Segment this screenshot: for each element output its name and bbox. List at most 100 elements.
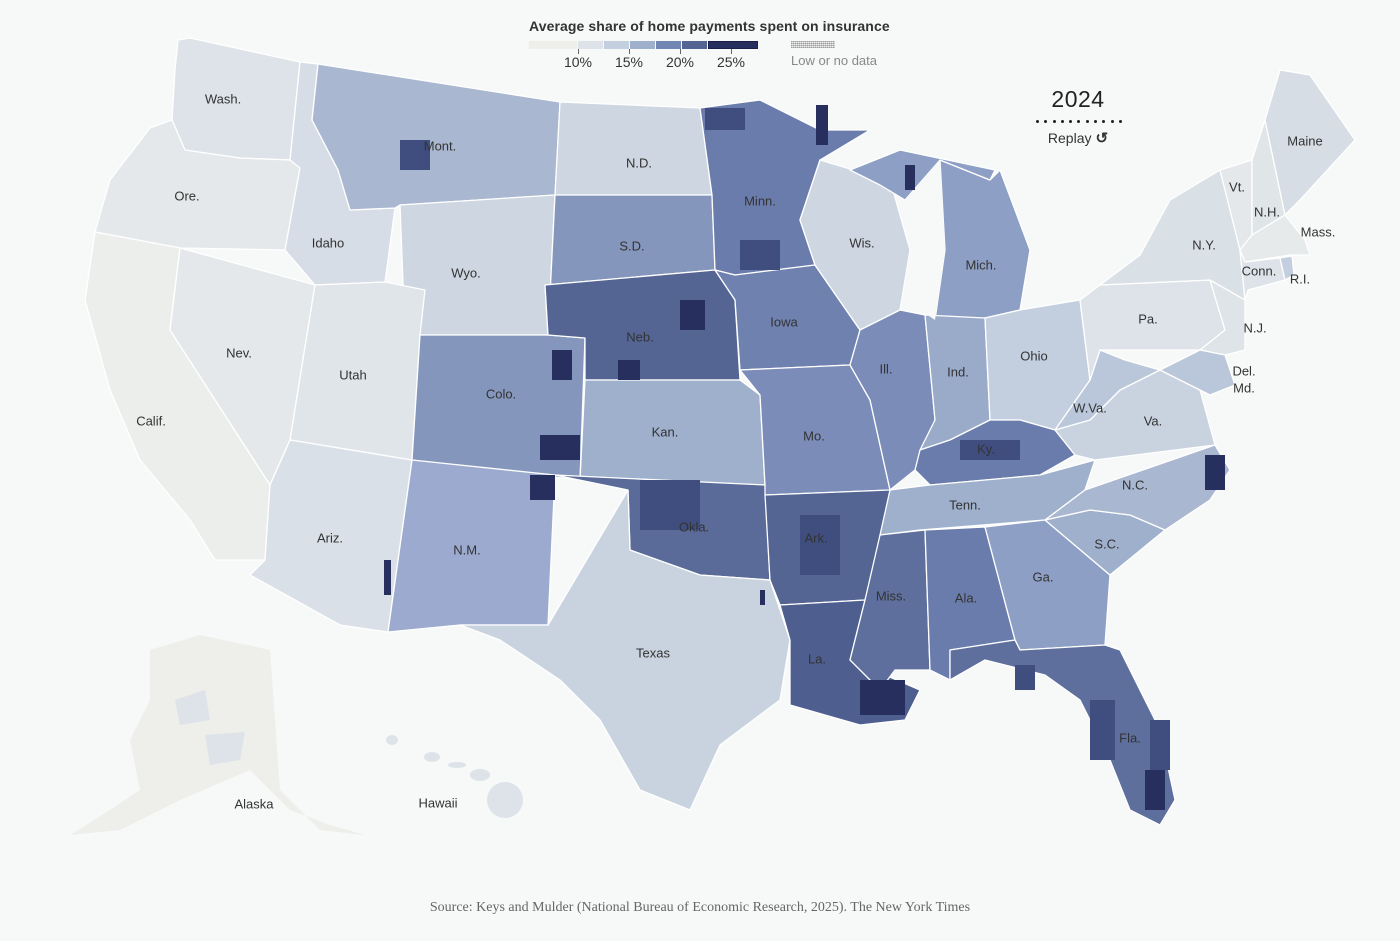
timeline-dot[interactable] xyxy=(1118,120,1122,123)
legend-tick-label: 15% xyxy=(614,54,644,70)
state-label: Ore. xyxy=(174,188,200,204)
state-wis xyxy=(799,159,911,331)
state-label: Utah xyxy=(339,367,367,383)
state-label: R.I. xyxy=(1289,271,1311,287)
state-label: Idaho xyxy=(311,235,345,251)
state-label: Neb. xyxy=(626,329,654,345)
state-mich xyxy=(934,159,1031,321)
legend-tick xyxy=(680,49,681,54)
state-label: Pa. xyxy=(1138,311,1158,327)
timeline-dot[interactable] xyxy=(1069,120,1073,123)
state-label: N.M. xyxy=(453,542,481,558)
legend-title: Average share of home payments spent on … xyxy=(529,18,890,34)
state-label: Conn. xyxy=(1241,263,1277,279)
state-label: N.C. xyxy=(1122,477,1148,493)
state-label: S.D. xyxy=(619,238,645,254)
state-nc xyxy=(1044,444,1231,531)
alaska-counties xyxy=(175,690,245,765)
state-label: Ala. xyxy=(954,590,978,606)
legend-swatch xyxy=(604,41,629,49)
source-credit: Source: Keys and Mulder (National Bureau… xyxy=(429,900,971,915)
state-label: Maine xyxy=(1287,133,1323,149)
state-label: Ohio xyxy=(1020,348,1048,364)
legend: Average share of home payments spent on … xyxy=(529,18,899,70)
state-label: Minn. xyxy=(744,193,776,209)
timeline-dot[interactable] xyxy=(1036,120,1039,123)
state-label: N.D. xyxy=(626,155,652,171)
timeline-dot[interactable] xyxy=(1044,120,1048,123)
replay-label: Replay xyxy=(1047,130,1092,146)
state-label: Ga. xyxy=(1032,569,1054,585)
state-label: Calif. xyxy=(136,413,166,429)
state-texas xyxy=(459,489,791,811)
timeline-dot[interactable] xyxy=(1085,120,1089,123)
legend-tick xyxy=(731,49,732,54)
state-label: Mass. xyxy=(1300,224,1336,240)
state-ri xyxy=(1279,255,1295,281)
hawaii xyxy=(386,735,523,818)
legend-swatch xyxy=(529,41,577,49)
state-label: Ark. xyxy=(804,530,828,546)
state-label: Ariz. xyxy=(317,530,343,546)
no-data-swatch xyxy=(791,41,835,48)
current-year: 2024 xyxy=(1051,86,1105,112)
state-label: Kan. xyxy=(651,424,679,440)
state-label: Miss. xyxy=(875,588,907,604)
legend-tick-label: 10% xyxy=(563,54,593,70)
state-label: W.Va. xyxy=(1073,400,1107,416)
state-label: Wash. xyxy=(204,91,242,107)
state-fla xyxy=(949,639,1176,826)
replay-button[interactable]: Replay ↺ xyxy=(1048,129,1108,147)
high-share-counties xyxy=(384,105,1225,810)
replay-icon: ↺ xyxy=(1095,130,1109,147)
legend-tick-label: 25% xyxy=(716,54,746,70)
state-label: Vt. xyxy=(1229,179,1245,195)
legend-color-scale xyxy=(529,41,759,49)
state-label: Md. xyxy=(1233,380,1255,396)
legend-tick xyxy=(578,49,579,54)
state-label: Hawaii xyxy=(418,795,458,811)
legend-swatch xyxy=(630,41,655,49)
state-label: Ill. xyxy=(879,361,893,377)
state-label: Okla. xyxy=(678,519,710,535)
state-label: Ind. xyxy=(947,364,969,380)
legend-tick xyxy=(629,49,630,54)
state-label: Va. xyxy=(1143,413,1163,429)
lake-michigan xyxy=(905,160,945,320)
timeline-dot[interactable] xyxy=(1060,120,1064,123)
timeline-dot[interactable] xyxy=(1077,120,1081,123)
state-mich-up xyxy=(849,149,996,201)
timeline-dot[interactable] xyxy=(1094,120,1098,123)
legend-tick-label: 20% xyxy=(665,54,695,70)
state-label: Fla. xyxy=(1119,730,1141,746)
state-label: Alaska xyxy=(234,796,274,812)
no-data-label: Low or no data xyxy=(791,53,878,68)
timeline-dot[interactable] xyxy=(1110,120,1114,123)
timeline-control: 2024 Replay ↺ xyxy=(1030,86,1126,148)
state-label: Ky. xyxy=(977,441,995,457)
state-nd xyxy=(554,101,713,196)
state-label: Wyo. xyxy=(451,265,481,281)
legend-swatch xyxy=(682,41,707,49)
state-label: Wis. xyxy=(849,235,875,251)
state-mont xyxy=(311,63,561,211)
state-label: Iowa xyxy=(770,314,798,330)
legend-swatch xyxy=(578,41,603,49)
state-label: N.H. xyxy=(1254,204,1280,220)
state-label: Tenn. xyxy=(949,497,981,513)
state-label: Mont. xyxy=(423,138,457,154)
timeline-dot[interactable] xyxy=(1052,120,1056,123)
state-label: Texas xyxy=(636,645,670,661)
state-md-del xyxy=(1159,349,1236,396)
mid-dark-counties xyxy=(400,108,1170,770)
legend-swatch xyxy=(656,41,681,49)
legend-swatch xyxy=(708,41,758,49)
state-label: N.J. xyxy=(1243,320,1267,336)
state-label: Colo. xyxy=(485,386,517,402)
timeline-dot[interactable] xyxy=(1102,120,1106,123)
state-label: Mich. xyxy=(965,257,997,273)
legend-ticks xyxy=(529,49,789,55)
timeline-dots[interactable] xyxy=(1036,120,1122,123)
state-label: N.Y. xyxy=(1192,237,1216,253)
